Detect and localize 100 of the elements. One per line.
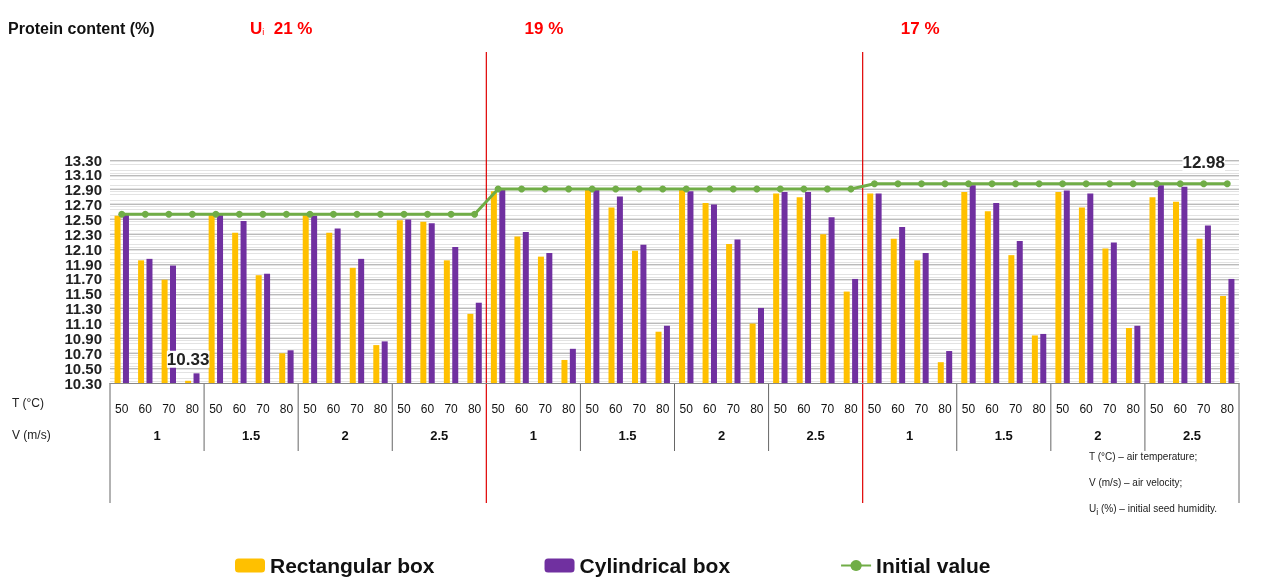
point <box>1082 180 1090 188</box>
text: 1.5 <box>994 427 1013 443</box>
point <box>259 210 267 218</box>
x-tick-label: 60 <box>797 402 811 416</box>
point <box>1223 180 1231 188</box>
legend-label: Cylindrical box <box>579 554 731 577</box>
text: 2 <box>341 427 349 443</box>
x-tick-label: 80 <box>656 402 670 416</box>
x-tick-label: 70 <box>1197 402 1211 416</box>
text: 2.5 <box>1182 427 1201 443</box>
point <box>776 185 784 193</box>
point <box>965 180 973 188</box>
text: 1 <box>906 427 914 443</box>
text: 2.5 <box>806 427 825 443</box>
point <box>612 185 620 193</box>
x-tick-label: 60 <box>232 402 247 416</box>
text: 1 <box>529 427 537 443</box>
point <box>588 185 596 193</box>
x-tick-label: 80 <box>373 402 388 416</box>
x-tick-label: 70 <box>914 402 929 416</box>
point <box>118 210 126 218</box>
x-tick-label: 50 <box>397 402 411 416</box>
x-tick-label: 70 <box>632 402 647 416</box>
point <box>635 185 643 193</box>
point <box>565 185 573 193</box>
x-tick-label: 70 <box>350 402 364 416</box>
point <box>988 180 996 188</box>
x-tick-label: 60 <box>420 402 435 416</box>
text: 17 % <box>900 18 940 38</box>
y-tick-label: 12.30 <box>64 225 102 243</box>
text: 19 % <box>524 18 564 38</box>
point <box>447 210 455 218</box>
text: T (°C) – air temperature; <box>1089 450 1198 462</box>
x-tick-label: 50 <box>867 402 882 416</box>
y-tick-label: 11.70 <box>65 270 102 288</box>
text: Protein content (%) <box>8 19 155 37</box>
point <box>212 210 220 218</box>
point <box>1153 180 1161 188</box>
point <box>329 210 337 218</box>
x-tick-label: 70 <box>538 402 553 416</box>
point <box>659 185 667 193</box>
x-tick-label: 60 <box>514 402 529 416</box>
x-tick-label: 60 <box>609 402 623 416</box>
x-tick-label: 50 <box>1150 402 1164 416</box>
point <box>682 185 690 193</box>
point <box>377 210 384 218</box>
point <box>141 210 149 218</box>
point <box>917 180 925 188</box>
point <box>1106 180 1114 188</box>
data-label: 12.98 <box>1182 153 1225 173</box>
point <box>518 185 526 193</box>
point <box>706 185 714 193</box>
x-tick-label: 80 <box>1032 402 1047 416</box>
x-tick-label: 50 <box>679 402 694 416</box>
point <box>471 210 479 218</box>
point <box>1059 180 1067 188</box>
legend-label: Rectangular box <box>270 554 435 577</box>
text: 2 <box>717 427 726 443</box>
x-tick-label: 80 <box>938 402 952 416</box>
point <box>753 185 761 193</box>
text: T (°C) <box>12 396 44 410</box>
point <box>1035 180 1043 188</box>
x-tick-label: 70 <box>726 402 741 416</box>
x-tick-label: 50 <box>115 402 129 416</box>
data-label: 10.33 <box>166 349 210 369</box>
text: 2 <box>1094 427 1102 443</box>
x-tick-label: 80 <box>1126 402 1141 416</box>
y-tick-label: 10.30 <box>64 374 102 392</box>
point <box>894 180 902 188</box>
x-tick-label: 50 <box>1055 402 1070 416</box>
x-tick-label: 60 <box>891 402 905 416</box>
point <box>235 210 243 218</box>
y-tick-label: 10.70 <box>64 344 102 362</box>
point <box>165 210 173 218</box>
y-tick-label: 13.30 <box>64 151 102 169</box>
x-tick-label: 70 <box>1102 402 1117 416</box>
point <box>1200 180 1208 188</box>
x-tick-label: 50 <box>491 402 506 416</box>
x-tick-label: 60 <box>138 402 153 416</box>
point <box>424 210 432 218</box>
x-tick-label: 50 <box>303 402 317 416</box>
point <box>282 210 290 218</box>
x-tick-label: 60 <box>985 402 1000 416</box>
x-tick-label: 50 <box>961 402 976 416</box>
x-tick-label: 80 <box>750 402 764 416</box>
point <box>188 210 196 218</box>
point <box>941 180 949 188</box>
point <box>823 185 831 193</box>
x-tick-label: 80 <box>844 402 858 416</box>
y-tick-label: 12.90 <box>64 181 102 199</box>
text: Ui 21 % <box>250 18 313 38</box>
x-tick-label: 80 <box>185 402 200 416</box>
point <box>1129 180 1137 188</box>
point <box>353 210 361 218</box>
text: V (m/s) <box>12 428 51 442</box>
text: V (m/s) – air velocity; <box>1089 476 1183 488</box>
text: 1.5 <box>618 427 637 443</box>
y-tick-label: 12.10 <box>64 240 102 258</box>
x-tick-label: 70 <box>820 402 835 416</box>
x-tick-label: 60 <box>703 402 717 416</box>
